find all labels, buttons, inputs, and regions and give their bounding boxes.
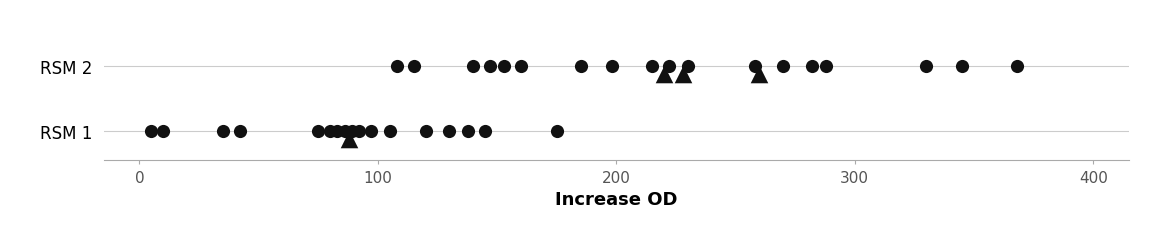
Point (416, 129, 434, 133)
Point (917, 65, 935, 68)
Point (476, 129, 494, 133)
Point (342, 129, 361, 133)
Point (1008, 65, 1026, 68)
Point (547, 129, 566, 133)
Point (362, 129, 380, 133)
Point (654, 73, 673, 76)
Point (404, 65, 423, 68)
Point (340, 137, 358, 141)
Point (349, 129, 367, 133)
Point (495, 65, 514, 68)
Point (213, 129, 232, 133)
Point (309, 129, 327, 133)
Point (817, 65, 835, 68)
Point (440, 129, 458, 133)
X-axis label: Increase OD: Increase OD (555, 191, 677, 208)
Point (602, 65, 621, 68)
Point (745, 65, 764, 68)
Point (142, 129, 160, 133)
Point (154, 129, 173, 133)
Point (660, 65, 679, 68)
Point (643, 65, 661, 68)
Point (328, 129, 347, 133)
Point (750, 73, 768, 76)
Point (674, 73, 692, 76)
Point (388, 65, 407, 68)
Point (230, 129, 249, 133)
Point (335, 129, 354, 133)
Point (460, 129, 478, 133)
Point (803, 65, 821, 68)
Point (480, 65, 499, 68)
Point (464, 65, 483, 68)
Point (953, 65, 971, 68)
Point (511, 65, 530, 68)
Point (380, 129, 399, 133)
Point (774, 65, 793, 68)
Point (321, 129, 340, 133)
Point (679, 65, 697, 68)
Point (571, 65, 590, 68)
